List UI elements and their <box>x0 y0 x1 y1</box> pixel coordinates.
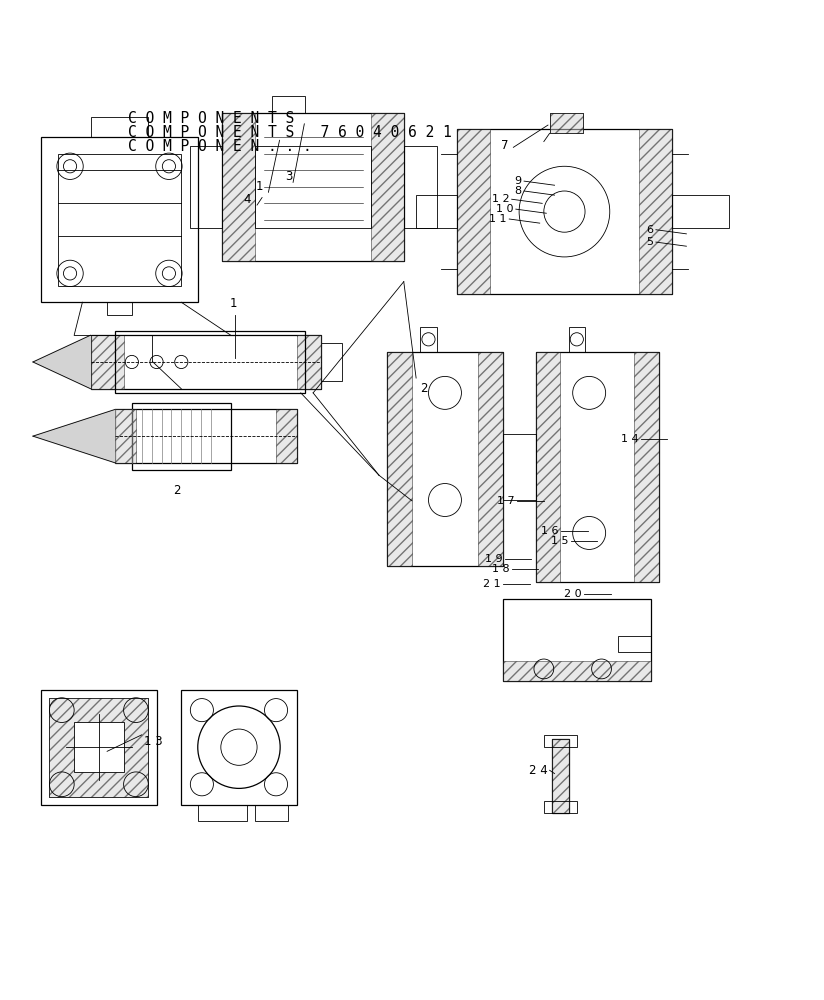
Text: 1 4: 1 4 <box>621 434 639 444</box>
Bar <box>618 636 651 652</box>
Bar <box>297 335 321 389</box>
Bar <box>255 805 288 821</box>
Bar <box>371 113 404 261</box>
Text: 2 0: 2 0 <box>564 589 582 599</box>
Bar <box>321 343 342 381</box>
Bar <box>115 409 297 463</box>
Text: 1 8: 1 8 <box>492 564 509 574</box>
Bar <box>478 352 503 566</box>
Bar <box>536 352 659 582</box>
Bar <box>569 327 585 352</box>
Bar <box>255 146 371 228</box>
Bar <box>544 735 577 747</box>
Bar <box>503 434 536 500</box>
Bar <box>49 698 148 797</box>
Text: 1 9: 1 9 <box>485 554 503 564</box>
Bar <box>91 335 321 389</box>
Bar <box>552 739 569 813</box>
Bar <box>503 599 651 681</box>
Bar <box>457 129 490 294</box>
Text: 1: 1 <box>255 180 264 193</box>
Bar <box>416 195 457 228</box>
Text: 1: 1 <box>229 297 237 310</box>
Text: 1 3: 1 3 <box>144 735 163 748</box>
Polygon shape <box>33 409 115 463</box>
Bar <box>41 690 157 805</box>
Text: 7: 7 <box>501 139 508 152</box>
Text: 1 6: 1 6 <box>541 526 559 536</box>
Text: 3: 3 <box>285 170 292 183</box>
Bar <box>91 117 148 137</box>
Bar <box>74 722 124 772</box>
Bar <box>222 113 404 261</box>
Bar <box>536 352 560 582</box>
Text: 2: 2 <box>420 382 428 395</box>
Text: 1 2: 1 2 <box>492 194 509 204</box>
Bar <box>49 698 148 797</box>
Bar <box>198 805 247 821</box>
Bar <box>639 129 672 294</box>
Bar <box>420 327 437 352</box>
Bar <box>115 409 136 463</box>
Bar <box>41 137 198 302</box>
Bar <box>272 96 305 113</box>
Bar <box>404 146 437 228</box>
Text: 4: 4 <box>243 193 251 206</box>
Text: C O M P O N E N . . .: C O M P O N E N . . . <box>128 139 311 154</box>
Text: 5: 5 <box>647 237 653 247</box>
Text: 1 0: 1 0 <box>496 204 513 214</box>
Text: 2: 2 <box>173 484 181 497</box>
Bar <box>115 331 305 393</box>
Bar <box>550 113 583 133</box>
Text: 2 4: 2 4 <box>529 764 548 777</box>
Text: 1 5: 1 5 <box>551 536 569 546</box>
Bar <box>552 739 569 813</box>
Bar <box>387 352 412 566</box>
Text: C O M P O N E N T S: C O M P O N E N T S <box>128 111 294 126</box>
Bar <box>276 409 297 463</box>
Polygon shape <box>33 335 91 389</box>
Bar <box>58 154 181 286</box>
Text: 2 1: 2 1 <box>484 579 501 589</box>
Bar <box>550 113 583 133</box>
Text: C O M P O N E N T S   7 6 0 4 0 6 2 1: C O M P O N E N T S 7 6 0 4 0 6 2 1 <box>128 125 452 140</box>
Bar <box>107 302 132 315</box>
Bar <box>91 335 124 389</box>
Bar <box>222 113 255 261</box>
Bar <box>634 352 659 582</box>
Bar <box>190 146 222 228</box>
Text: 1 7: 1 7 <box>498 496 515 506</box>
Text: 9: 9 <box>514 176 522 186</box>
Bar <box>387 352 503 566</box>
Bar <box>672 195 729 228</box>
Text: 6: 6 <box>647 225 653 235</box>
Text: 8: 8 <box>514 186 522 196</box>
Bar <box>503 661 651 681</box>
Bar <box>132 403 231 470</box>
Text: 1 1: 1 1 <box>489 214 507 224</box>
Bar <box>457 129 672 294</box>
Bar <box>181 690 297 805</box>
Bar <box>544 801 577 813</box>
